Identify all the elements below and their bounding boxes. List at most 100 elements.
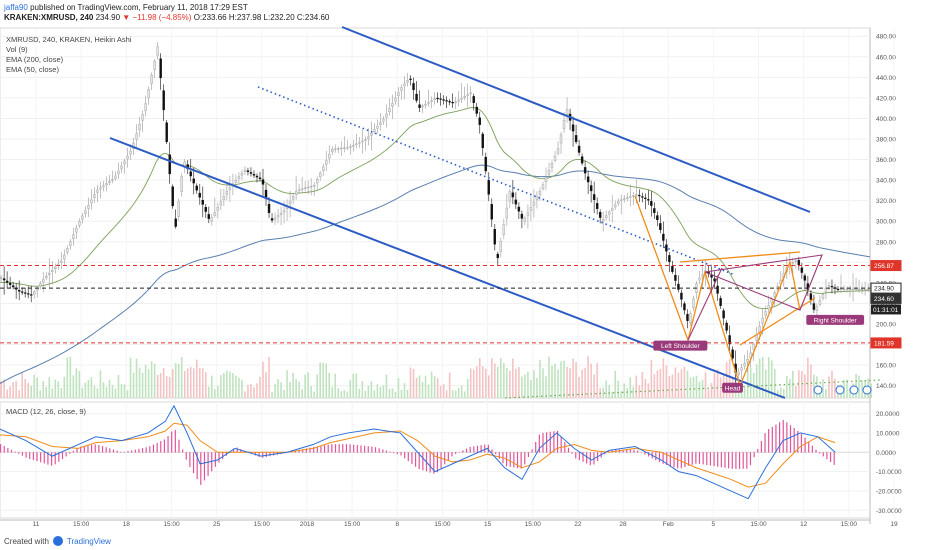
volume-bar (33, 374, 36, 398)
macd-histogram-bar (724, 452, 726, 468)
macd-histogram-bar (684, 452, 686, 468)
volume-bar (665, 365, 668, 398)
candle-body (138, 123, 141, 131)
volume-bar (72, 375, 75, 398)
macd-histogram-bar (564, 442, 566, 453)
time-tick-label: 15:00 (750, 521, 767, 528)
volume-bar (572, 358, 574, 398)
macd-histogram-bar (819, 452, 821, 454)
volume-bar (301, 389, 303, 398)
volume-bar (153, 363, 156, 398)
volume-bar (319, 362, 322, 398)
author-link[interactable]: jaffa90 (4, 3, 28, 12)
candle-body (851, 288, 855, 291)
candle-body (478, 117, 481, 125)
candle-body (487, 180, 490, 195)
channel-upper-line (341, 26, 811, 213)
macd-histogram-bar (775, 424, 777, 453)
price-tick-label: 300.00 (876, 219, 896, 226)
volume-bar (15, 380, 17, 398)
volume-bar (325, 363, 328, 398)
candle-body (692, 298, 695, 308)
candle-body (33, 291, 36, 295)
macd-histogram-bar (385, 450, 388, 453)
volume-bar (307, 372, 309, 398)
macd-histogram-bar (80, 446, 82, 453)
candle-body (105, 183, 108, 186)
macd-histogram-bar (374, 447, 377, 453)
time-tick-label: 11 (33, 521, 40, 528)
candle-body (556, 148, 560, 154)
symbol-line: KRAKEN:XMRUSD, 240 234.90 ▼ −11.98 (−4.8… (4, 13, 329, 22)
volume-bar (144, 364, 147, 398)
volume-bar (6, 389, 8, 398)
candle-body (601, 218, 605, 222)
volume-bar (635, 375, 638, 398)
candle-body (303, 187, 307, 189)
volume-bar (42, 381, 45, 398)
macd-histogram-bar (18, 452, 20, 454)
volume-bar (379, 386, 382, 398)
macd-line (0, 404, 836, 500)
candle-body (541, 184, 545, 190)
candle-body (270, 218, 274, 221)
vol-legend[interactable]: Vol (9) (6, 45, 28, 54)
volume-bar (259, 376, 261, 398)
volume-bar (692, 376, 695, 398)
volume-bar (834, 378, 836, 398)
volume-bar (147, 369, 150, 398)
candle-body (562, 120, 566, 129)
volume-bar (849, 389, 851, 398)
macd-histogram-bar (364, 445, 366, 453)
macd-histogram-bar (127, 451, 129, 453)
ema200-legend[interactable]: EMA (200, close) (6, 55, 64, 64)
macd-histogram-bar (131, 450, 133, 453)
volume-bar (162, 368, 165, 398)
candle-body (571, 124, 575, 132)
macd-histogram-bar (833, 452, 835, 465)
macd-histogram-bar (484, 444, 486, 453)
volume-bar (442, 384, 445, 398)
candle-body (397, 92, 400, 97)
volume-bar (418, 375, 421, 398)
candle-body (529, 207, 533, 211)
candle-body (319, 172, 322, 177)
candle-body (538, 191, 542, 195)
candle-body (240, 172, 244, 176)
candle-body (604, 215, 608, 218)
macd-histogram-bar (720, 452, 722, 468)
macd-histogram-bar (680, 452, 682, 469)
candle-body (102, 185, 105, 188)
macd-histogram-bar (808, 441, 810, 453)
volume-bar (530, 380, 532, 398)
volume-bar (3, 379, 5, 398)
candle-body (403, 83, 406, 87)
volume-bar (268, 356, 270, 398)
macd-histogram-bar (509, 452, 511, 467)
candle-body (54, 266, 57, 270)
volume-bar (415, 377, 418, 398)
volume-bar (253, 387, 255, 398)
macd-histogram-bar (447, 452, 449, 461)
macd-histogram-bar (331, 444, 333, 453)
macd-histogram-bar (611, 449, 613, 453)
macd-histogram-bar (498, 452, 500, 459)
volume-bar (328, 372, 331, 398)
volume-bar (728, 359, 731, 398)
candle-body (51, 269, 54, 273)
time-tick-label: 12 (800, 521, 808, 528)
volume-bar (265, 372, 267, 398)
macd-histogram-bar (0, 444, 2, 453)
macd-legend[interactable]: MACD (12, 26, close, 9) (6, 407, 87, 416)
macd-histogram-bar (647, 452, 650, 457)
tradingview-brand[interactable]: TradingView (66, 536, 111, 546)
ema50-legend[interactable]: EMA (50, close) (6, 65, 59, 74)
candle-body (674, 275, 677, 281)
candle-body (857, 288, 861, 291)
event-flag-icon (835, 385, 845, 395)
candle-body (611, 208, 614, 211)
macd-histogram-bar (43, 452, 45, 464)
macd-histogram-bar (47, 452, 49, 465)
candle-body (818, 300, 822, 305)
